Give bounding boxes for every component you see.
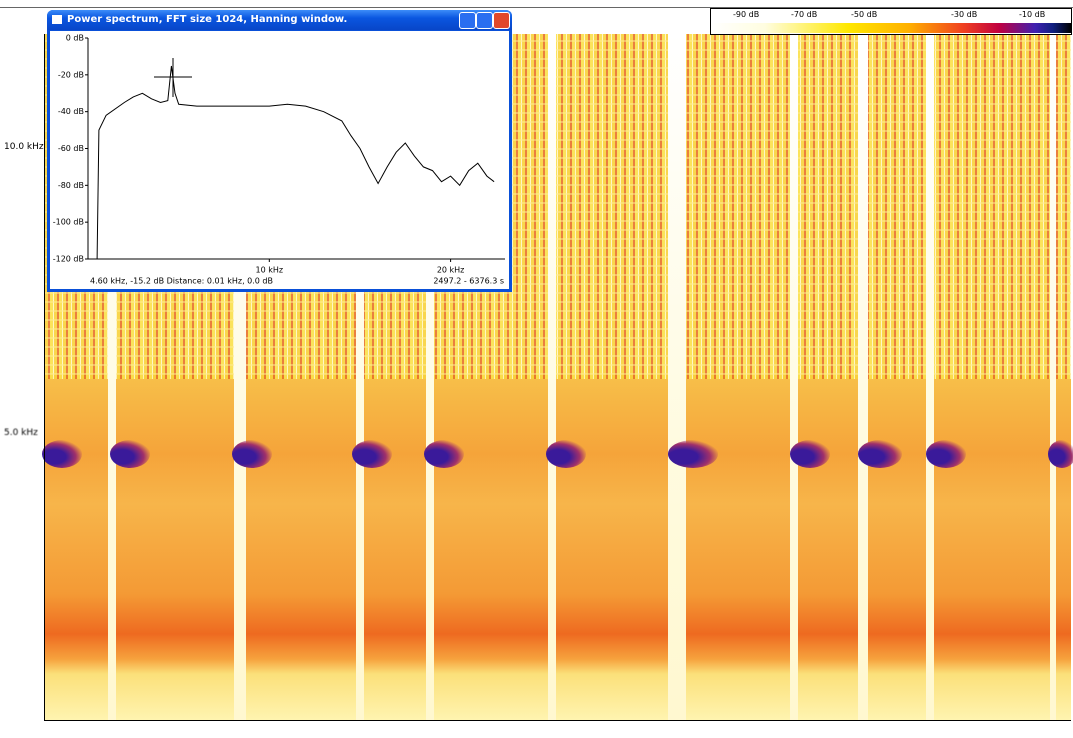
blob <box>110 440 150 468</box>
spectrum-window[interactable]: Power spectrum, FFT size 1024, Hanning w… <box>47 10 512 292</box>
scale-label: -50 dB <box>851 10 878 19</box>
y-tick-label: 0 dB <box>66 34 84 43</box>
color-scale: -90 dB -70 dB -50 dB -30 dB -10 dB <box>710 8 1072 35</box>
y-tick-label: -120 dB <box>53 255 84 264</box>
scale-label: -10 dB <box>1019 10 1046 19</box>
maximize-button[interactable] <box>476 12 493 29</box>
title-bar[interactable]: Power spectrum, FFT size 1024, Hanning w… <box>47 10 512 30</box>
y-axis <box>44 34 45 720</box>
color-gradient <box>711 23 1071 33</box>
scale-label: -30 dB <box>951 10 978 19</box>
window-title: Power spectrum, FFT size 1024, Hanning w… <box>67 14 348 25</box>
y-tick-label: -40 dB <box>58 107 84 116</box>
blob <box>424 440 464 468</box>
x-tick-label: 20 kHz <box>437 266 465 275</box>
freq-label: 5.0 kHz <box>4 428 38 438</box>
power-spectrum: 4.60 kHz, -15.2 dB Distance: 0.01 kHz, 0… <box>53 34 505 286</box>
scale-label: -90 dB <box>733 10 760 19</box>
status-right: 2497.2 - 6376.3 s <box>433 277 504 286</box>
gap <box>108 34 116 720</box>
blob <box>1048 440 1073 468</box>
blob <box>668 440 718 468</box>
gap <box>926 34 934 720</box>
blob <box>858 440 902 468</box>
blob <box>546 440 586 468</box>
status-left: 4.60 kHz, -15.2 dB Distance: 0.01 kHz, 0… <box>90 277 273 286</box>
y-tick-label: -20 dB <box>58 70 84 79</box>
window-icon <box>52 15 62 24</box>
gap <box>668 34 686 720</box>
x-tick-label: 10 kHz <box>256 266 284 275</box>
y-tick-label: -80 dB <box>58 181 84 190</box>
blob <box>42 440 82 468</box>
gap <box>790 34 798 720</box>
blob <box>790 440 830 468</box>
blob <box>232 440 272 468</box>
top-rule <box>0 7 1073 8</box>
y-tick-label: -100 dB <box>53 218 84 227</box>
gap <box>426 34 434 720</box>
freq-label: 10.0 kHz <box>4 142 44 152</box>
blob <box>352 440 392 468</box>
gap <box>548 34 556 720</box>
gap <box>356 34 364 720</box>
gap <box>1050 34 1056 720</box>
x-axis <box>44 720 1071 721</box>
spectrum-line <box>96 65 495 260</box>
close-button[interactable] <box>493 12 510 29</box>
scale-label: -70 dB <box>791 10 818 19</box>
gap <box>858 34 868 720</box>
window-client: 4.60 kHz, -15.2 dB Distance: 0.01 kHz, 0… <box>50 31 509 289</box>
blob <box>926 440 966 468</box>
y-tick-label: -60 dB <box>58 144 84 153</box>
minimize-button[interactable] <box>459 12 476 29</box>
